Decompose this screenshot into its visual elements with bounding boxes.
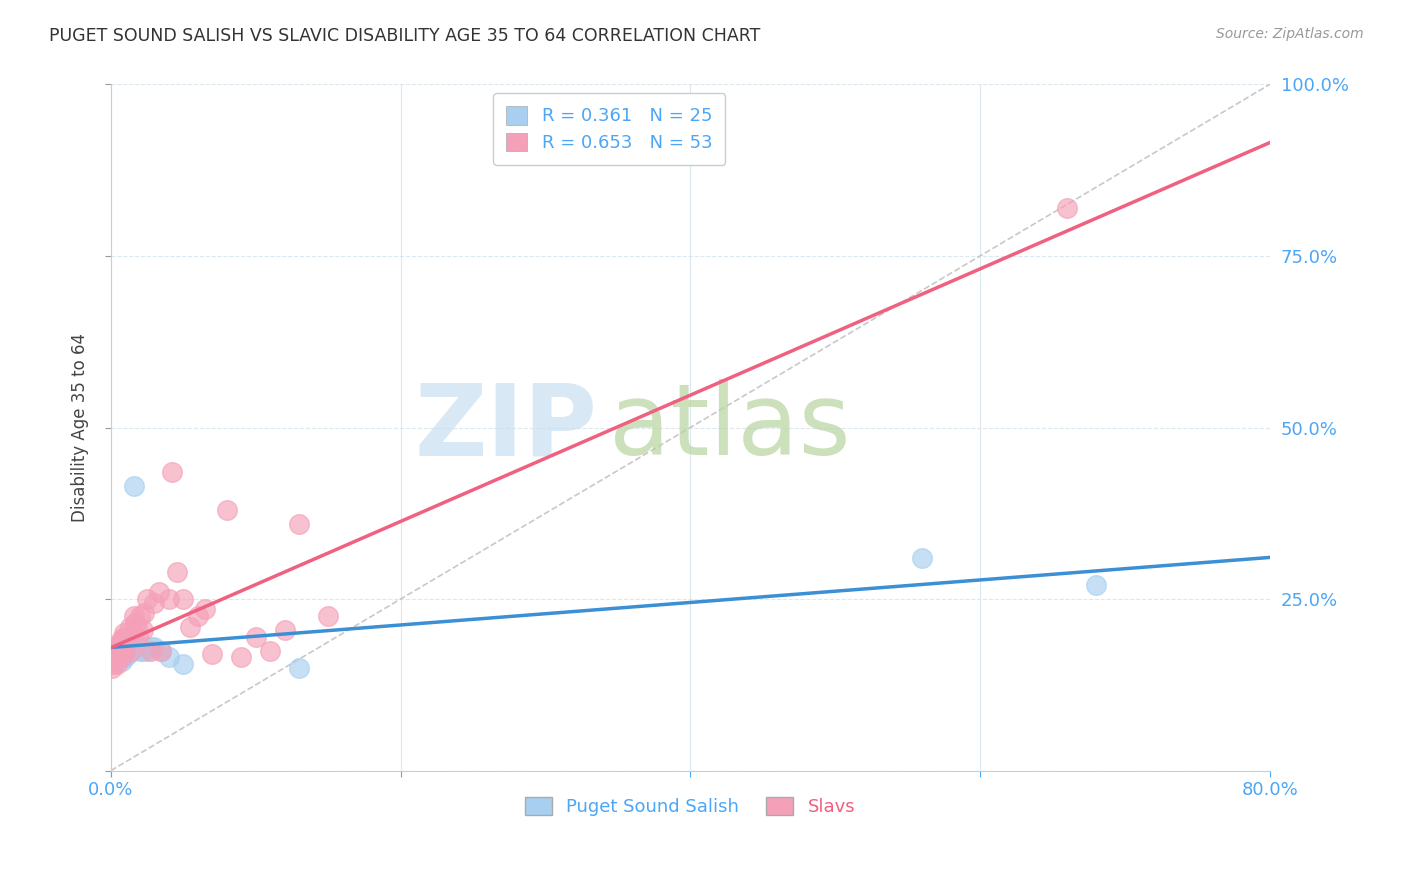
Point [107,650,129,665]
Point [128,643,150,657]
Point [166,565,188,579]
Point [108,650,131,665]
Text: ZIP: ZIP [415,379,598,476]
Text: atlas: atlas [609,379,851,476]
Y-axis label: Disability Age 35 to 64: Disability Age 35 to 64 [72,333,89,522]
Point [201,647,224,661]
Text: Source: ZipAtlas.com: Source: ZipAtlas.com [1216,27,1364,41]
Point [124,616,146,631]
Point [103,643,125,657]
Point [215,503,238,517]
Point [101,661,124,675]
Point [104,640,127,655]
Point [117,630,139,644]
Point [111,637,134,651]
Point [112,643,135,657]
Point [122,479,145,493]
Point [112,626,135,640]
Point [136,643,159,657]
Point [141,640,163,655]
Point [127,630,149,644]
Point [117,647,139,661]
Point [150,643,173,657]
Point [121,643,143,657]
Point [143,596,166,610]
Point [160,465,183,479]
Point [115,633,138,648]
Point [112,630,135,644]
Point [273,623,295,637]
Point [245,630,267,644]
Point [194,602,217,616]
Point [125,619,148,633]
Point [131,623,153,637]
Point [172,657,194,672]
Point [172,592,194,607]
Point [107,643,129,657]
Point [105,647,128,661]
Point [122,609,145,624]
Point [120,643,142,657]
Point [103,657,125,672]
Point [288,661,311,675]
Point [288,516,311,531]
Point [131,643,153,657]
Point [110,647,132,661]
Point [911,551,934,566]
Point [111,654,134,668]
Point [143,640,166,655]
Point [107,650,129,665]
Point [1056,201,1078,215]
Point [108,643,131,657]
Point [231,650,253,665]
Point [1084,578,1107,592]
Point [136,592,159,607]
Point [104,654,127,668]
Point [120,637,142,651]
Point [110,647,132,661]
Text: PUGET SOUND SALISH VS SLAVIC DISABILITY AGE 35 TO 64 CORRELATION CHART: PUGET SOUND SALISH VS SLAVIC DISABILITY … [49,27,761,45]
Point [107,643,129,657]
Point [104,643,127,657]
Point [316,609,339,624]
Legend: Puget Sound Salish, Slavs: Puget Sound Salish, Slavs [517,789,863,823]
Point [114,630,136,644]
Point [157,592,180,607]
Point [150,643,173,657]
Point [128,609,150,624]
Point [179,619,201,633]
Point [105,657,128,672]
Point [103,650,125,665]
Point [157,650,180,665]
Point [105,647,128,661]
Point [187,609,209,624]
Point [114,650,136,665]
Point [108,637,131,651]
Point [141,643,163,657]
Point [259,643,281,657]
Point [118,619,141,633]
Point [110,633,132,648]
Point [111,650,134,665]
Point [121,626,143,640]
Point [125,637,148,651]
Point [114,643,136,657]
Point [148,585,170,599]
Point [132,606,155,620]
